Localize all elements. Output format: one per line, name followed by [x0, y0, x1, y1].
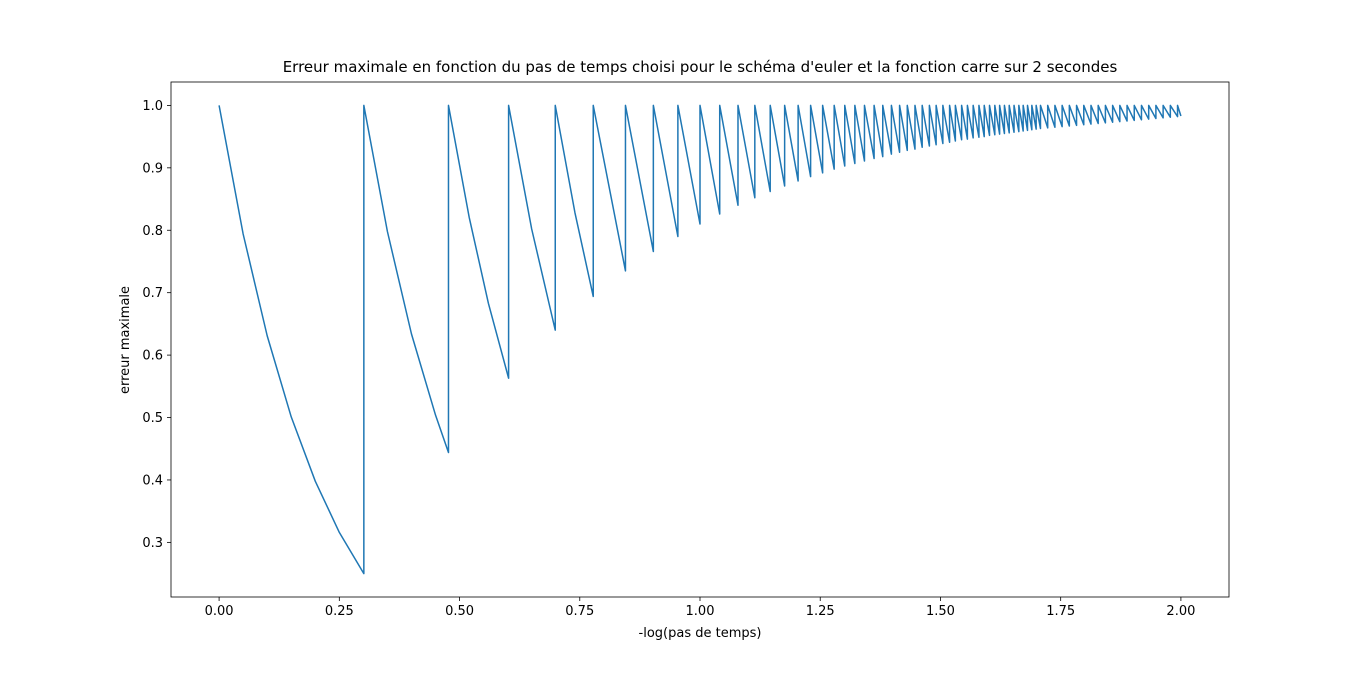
data-line	[218, 104, 1182, 575]
y-tick-label: 0.5	[142, 411, 163, 426]
y-tick-label: 0.4	[142, 473, 163, 488]
x-tick-label: 0.25	[325, 604, 354, 619]
y-tick-label: 0.3	[142, 536, 163, 551]
x-tick-label: 1.00	[686, 604, 715, 619]
x-axis-label: -log(pas de temps)	[639, 626, 762, 641]
y-tick-label: 0.9	[142, 161, 163, 176]
x-tick-label: 1.75	[1046, 604, 1075, 619]
x-tick-label: 0.75	[565, 604, 594, 619]
chart-title: Erreur maximale en fonction du pas de te…	[283, 58, 1118, 76]
y-tick-label: 0.6	[142, 349, 163, 364]
x-tick-label: 0.00	[205, 604, 234, 619]
x-tick-label: 0.50	[445, 604, 474, 619]
x-tick-label: 1.25	[806, 604, 835, 619]
x-tick-label: 2.00	[1166, 604, 1195, 619]
y-tick-label: 0.7	[142, 286, 163, 301]
y-axis-label: erreur maximale	[118, 286, 133, 394]
plot-frame	[170, 81, 1230, 598]
y-tick-label: 1.0	[142, 99, 163, 114]
x-tick-label: 1.50	[926, 604, 955, 619]
y-tick-label: 0.8	[142, 224, 163, 239]
